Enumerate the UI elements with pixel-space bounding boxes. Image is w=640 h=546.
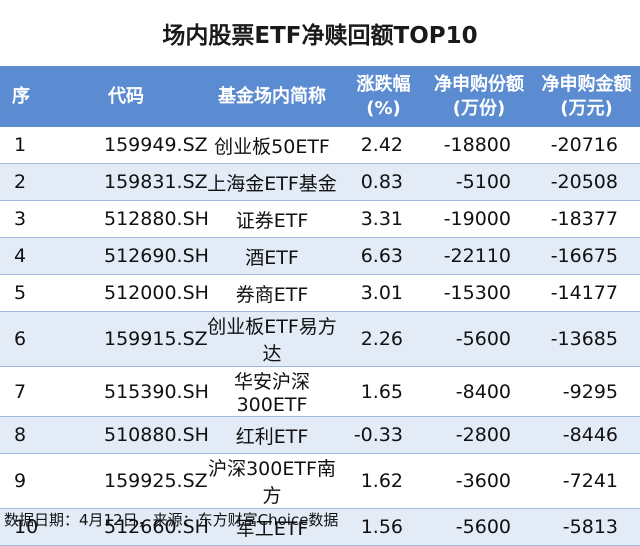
table-row: 2 159831.SZ 上海金ETF基金 0.83 -5100 -20508	[0, 163, 640, 201]
code-cell: 512000.SH	[50, 274, 209, 312]
change-cell: 2.26	[342, 311, 425, 367]
net-shares-cell: -5600	[425, 311, 533, 367]
rank-cell: 8	[0, 416, 50, 454]
net-amount-cell: -20716	[533, 127, 640, 164]
rank-cell: 2	[0, 163, 50, 201]
code-cell: 515390.SH	[50, 366, 209, 417]
table-row: 6 159915.SZ 创业板ETF易方达 2.26 -5600 -13685	[0, 311, 640, 367]
code-cell: 510880.SH	[50, 416, 209, 454]
net-amount-cell: -14177	[533, 274, 640, 312]
name-cell: 红利ETF	[202, 416, 342, 454]
name-cell: 创业板50ETF	[202, 127, 342, 164]
rank-cell: 6	[0, 311, 50, 367]
table-row: 4 512690.SH 酒ETF 6.63 -22110 -16675	[0, 237, 640, 275]
net-shares-cell: -8400	[425, 366, 533, 417]
col-header-rank: 序	[0, 66, 50, 127]
rank-cell: 9	[0, 453, 50, 509]
table-row: 5 512000.SH 券商ETF 3.01 -15300 -14177	[0, 274, 640, 312]
source-note: 数据日期：4月12日，来源：东方财富Choice数据	[4, 510, 339, 529]
code-cell: 159831.SZ	[50, 163, 208, 201]
change-cell: 1.56	[342, 508, 425, 546]
col-header-code: 代码	[50, 66, 202, 127]
net-amount-cell: -8446	[533, 416, 640, 454]
net-shares-cell: -5100	[425, 163, 533, 201]
rank-cell: 1	[0, 127, 50, 164]
net-shares-cell: -19000	[425, 200, 533, 238]
net-amount-cell: -13685	[533, 311, 640, 367]
code-cell: 512690.SH	[50, 237, 209, 275]
change-cell: 1.62	[342, 453, 425, 509]
net-amount-cell: -20508	[533, 163, 640, 201]
net-amount-cell: -5813	[533, 508, 640, 546]
name-cell: 沪深300ETF南方	[202, 453, 342, 509]
col-header-change: 涨跌幅 (%)	[342, 66, 425, 127]
rank-cell: 4	[0, 237, 50, 275]
col-header-name: 基金场内简称	[202, 66, 342, 127]
table-row: 8 510880.SH 红利ETF -0.33 -2800 -8446	[0, 416, 640, 454]
net-shares-cell: -3600	[425, 453, 533, 509]
table-body: 1 159949.SZ 创业板50ETF 2.42 -18800 -20716 2 15983…	[0, 127, 640, 546]
net-amount-cell: -7241	[533, 453, 640, 509]
table-title: 场内股票ETF净赎回额TOP10	[162, 23, 478, 49]
net-shares-cell: -22110	[425, 237, 533, 275]
change-cell: 3.31	[342, 200, 425, 238]
change-cell: -0.33	[342, 416, 425, 454]
net-amount-cell: -9295	[533, 366, 640, 417]
change-cell: 2.42	[342, 127, 425, 164]
table-row: 7 515390.SH 华安沪深300ETF 1.65 -8400 -9295	[0, 366, 640, 417]
code-cell: 159915.SZ	[50, 311, 208, 367]
col-header-net-shares: 净申购份额 (万份)	[425, 66, 533, 127]
name-cell: 券商ETF	[202, 274, 342, 312]
rank-cell: 3	[0, 200, 50, 238]
table-row: 9 159925.SZ 沪深300ETF南方 1.62 -3600 -7241	[0, 453, 640, 509]
net-shares-cell: -15300	[425, 274, 533, 312]
code-cell: 512880.SH	[50, 200, 209, 238]
net-amount-cell: -16675	[533, 237, 640, 275]
table-row: 1 159949.SZ 创业板50ETF 2.42 -18800 -20716	[0, 127, 640, 164]
etf-redemption-table: 序 代码 基金场内简称 涨跌幅 (%) 净申购份额 (万份) 净申购金额 (万元…	[0, 66, 640, 546]
header-row: 序 代码 基金场内简称 涨跌幅 (%) 净申购份额 (万份) 净申购金额 (万元…	[0, 66, 640, 127]
net-shares-cell: -2800	[425, 416, 533, 454]
net-shares-cell: -5600	[425, 508, 533, 546]
change-cell: 1.65	[342, 366, 425, 417]
table-row: 3 512880.SH 证券ETF 3.31 -19000 -18377	[0, 200, 640, 238]
name-cell: 创业板ETF易方达	[202, 311, 342, 367]
net-shares-cell: -18800	[425, 127, 533, 164]
change-cell: 3.01	[342, 274, 425, 312]
col-header-net-amount: 净申购金额 (万元)	[533, 66, 640, 127]
code-cell: 159949.SZ	[50, 127, 208, 164]
name-cell: 证券ETF	[202, 200, 342, 238]
code-cell: 159925.SZ	[50, 453, 208, 509]
change-cell: 6.63	[342, 237, 425, 275]
rank-cell: 5	[0, 274, 50, 312]
name-cell: 酒ETF	[202, 237, 342, 275]
page: 场内股票ETF净赎回额TOP10 序 代码 基金场内简称 涨跌幅 (%) 净申购…	[0, 23, 640, 546]
name-cell: 上海金ETF基金	[202, 163, 342, 201]
rank-cell: 7	[0, 366, 50, 417]
change-cell: 0.83	[342, 163, 425, 201]
name-cell: 华安沪深300ETF	[202, 366, 342, 417]
net-amount-cell: -18377	[533, 200, 640, 238]
table-header: 序 代码 基金场内简称 涨跌幅 (%) 净申购份额 (万份) 净申购金额 (万元…	[0, 66, 640, 127]
